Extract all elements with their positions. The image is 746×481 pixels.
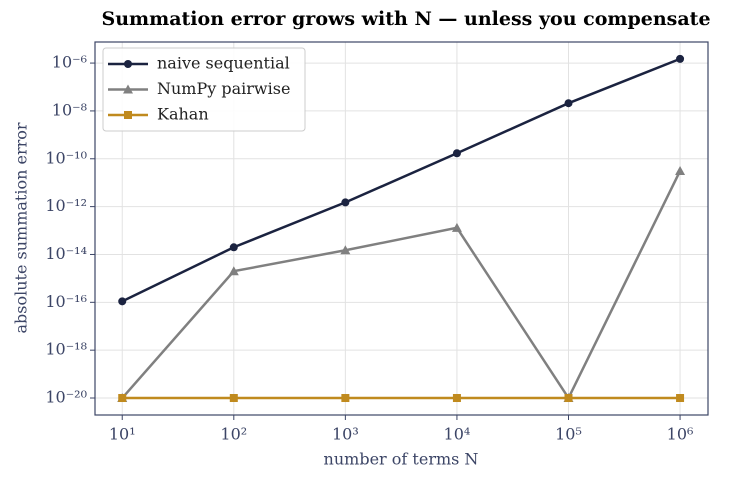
- y-tick-label: 10⁻⁶: [52, 53, 87, 72]
- legend-label: naive sequential: [157, 54, 290, 73]
- series-line: [121, 57, 681, 303]
- x-tick-label: 10³: [332, 425, 359, 444]
- x-tick-label: 10⁶: [667, 425, 694, 444]
- marker: [452, 149, 461, 158]
- x-tick-label: 10²: [220, 425, 247, 444]
- marker: [123, 84, 133, 94]
- y-tick-label: 10⁻¹⁸: [45, 340, 87, 359]
- legend-label: NumPy pairwise: [157, 79, 290, 98]
- chart-title: Summation error grows with N — unless yo…: [101, 8, 710, 30]
- marker: [124, 60, 132, 68]
- y-tick-label: 10⁻¹²: [45, 196, 87, 215]
- marker: [341, 394, 350, 403]
- marker: [341, 198, 350, 207]
- x-axis-label: number of terms N: [324, 450, 479, 469]
- y-tick-label: 10⁻⁸: [52, 100, 87, 119]
- marker: [564, 99, 573, 108]
- x-tick-label: 10⁴: [444, 425, 471, 444]
- y-tick-label: 10⁻¹⁴: [45, 244, 87, 263]
- marker: [564, 394, 573, 403]
- marker: [340, 245, 351, 255]
- marker: [452, 394, 461, 403]
- marker: [228, 266, 239, 276]
- marker: [676, 54, 685, 63]
- legend-box: [102, 47, 306, 132]
- marker: [675, 165, 686, 175]
- marker: [118, 297, 127, 306]
- y-tick-label: 10⁻²⁰: [45, 388, 87, 407]
- x-tick-label: 10¹: [109, 425, 136, 444]
- marker: [118, 394, 127, 403]
- marker: [124, 111, 132, 119]
- marker: [676, 394, 685, 403]
- marker: [229, 243, 238, 252]
- marker: [451, 222, 462, 232]
- y-tick-label: 10⁻¹⁶: [45, 292, 87, 311]
- plot-frame: [94, 41, 709, 416]
- legend-label: Kahan: [157, 105, 209, 124]
- y-axis-label: absolute summation error: [12, 122, 31, 333]
- y-tick-label: 10⁻¹⁰: [45, 148, 87, 167]
- marker: [229, 394, 238, 403]
- x-tick-label: 10⁵: [555, 425, 582, 444]
- series-line: [121, 170, 682, 401]
